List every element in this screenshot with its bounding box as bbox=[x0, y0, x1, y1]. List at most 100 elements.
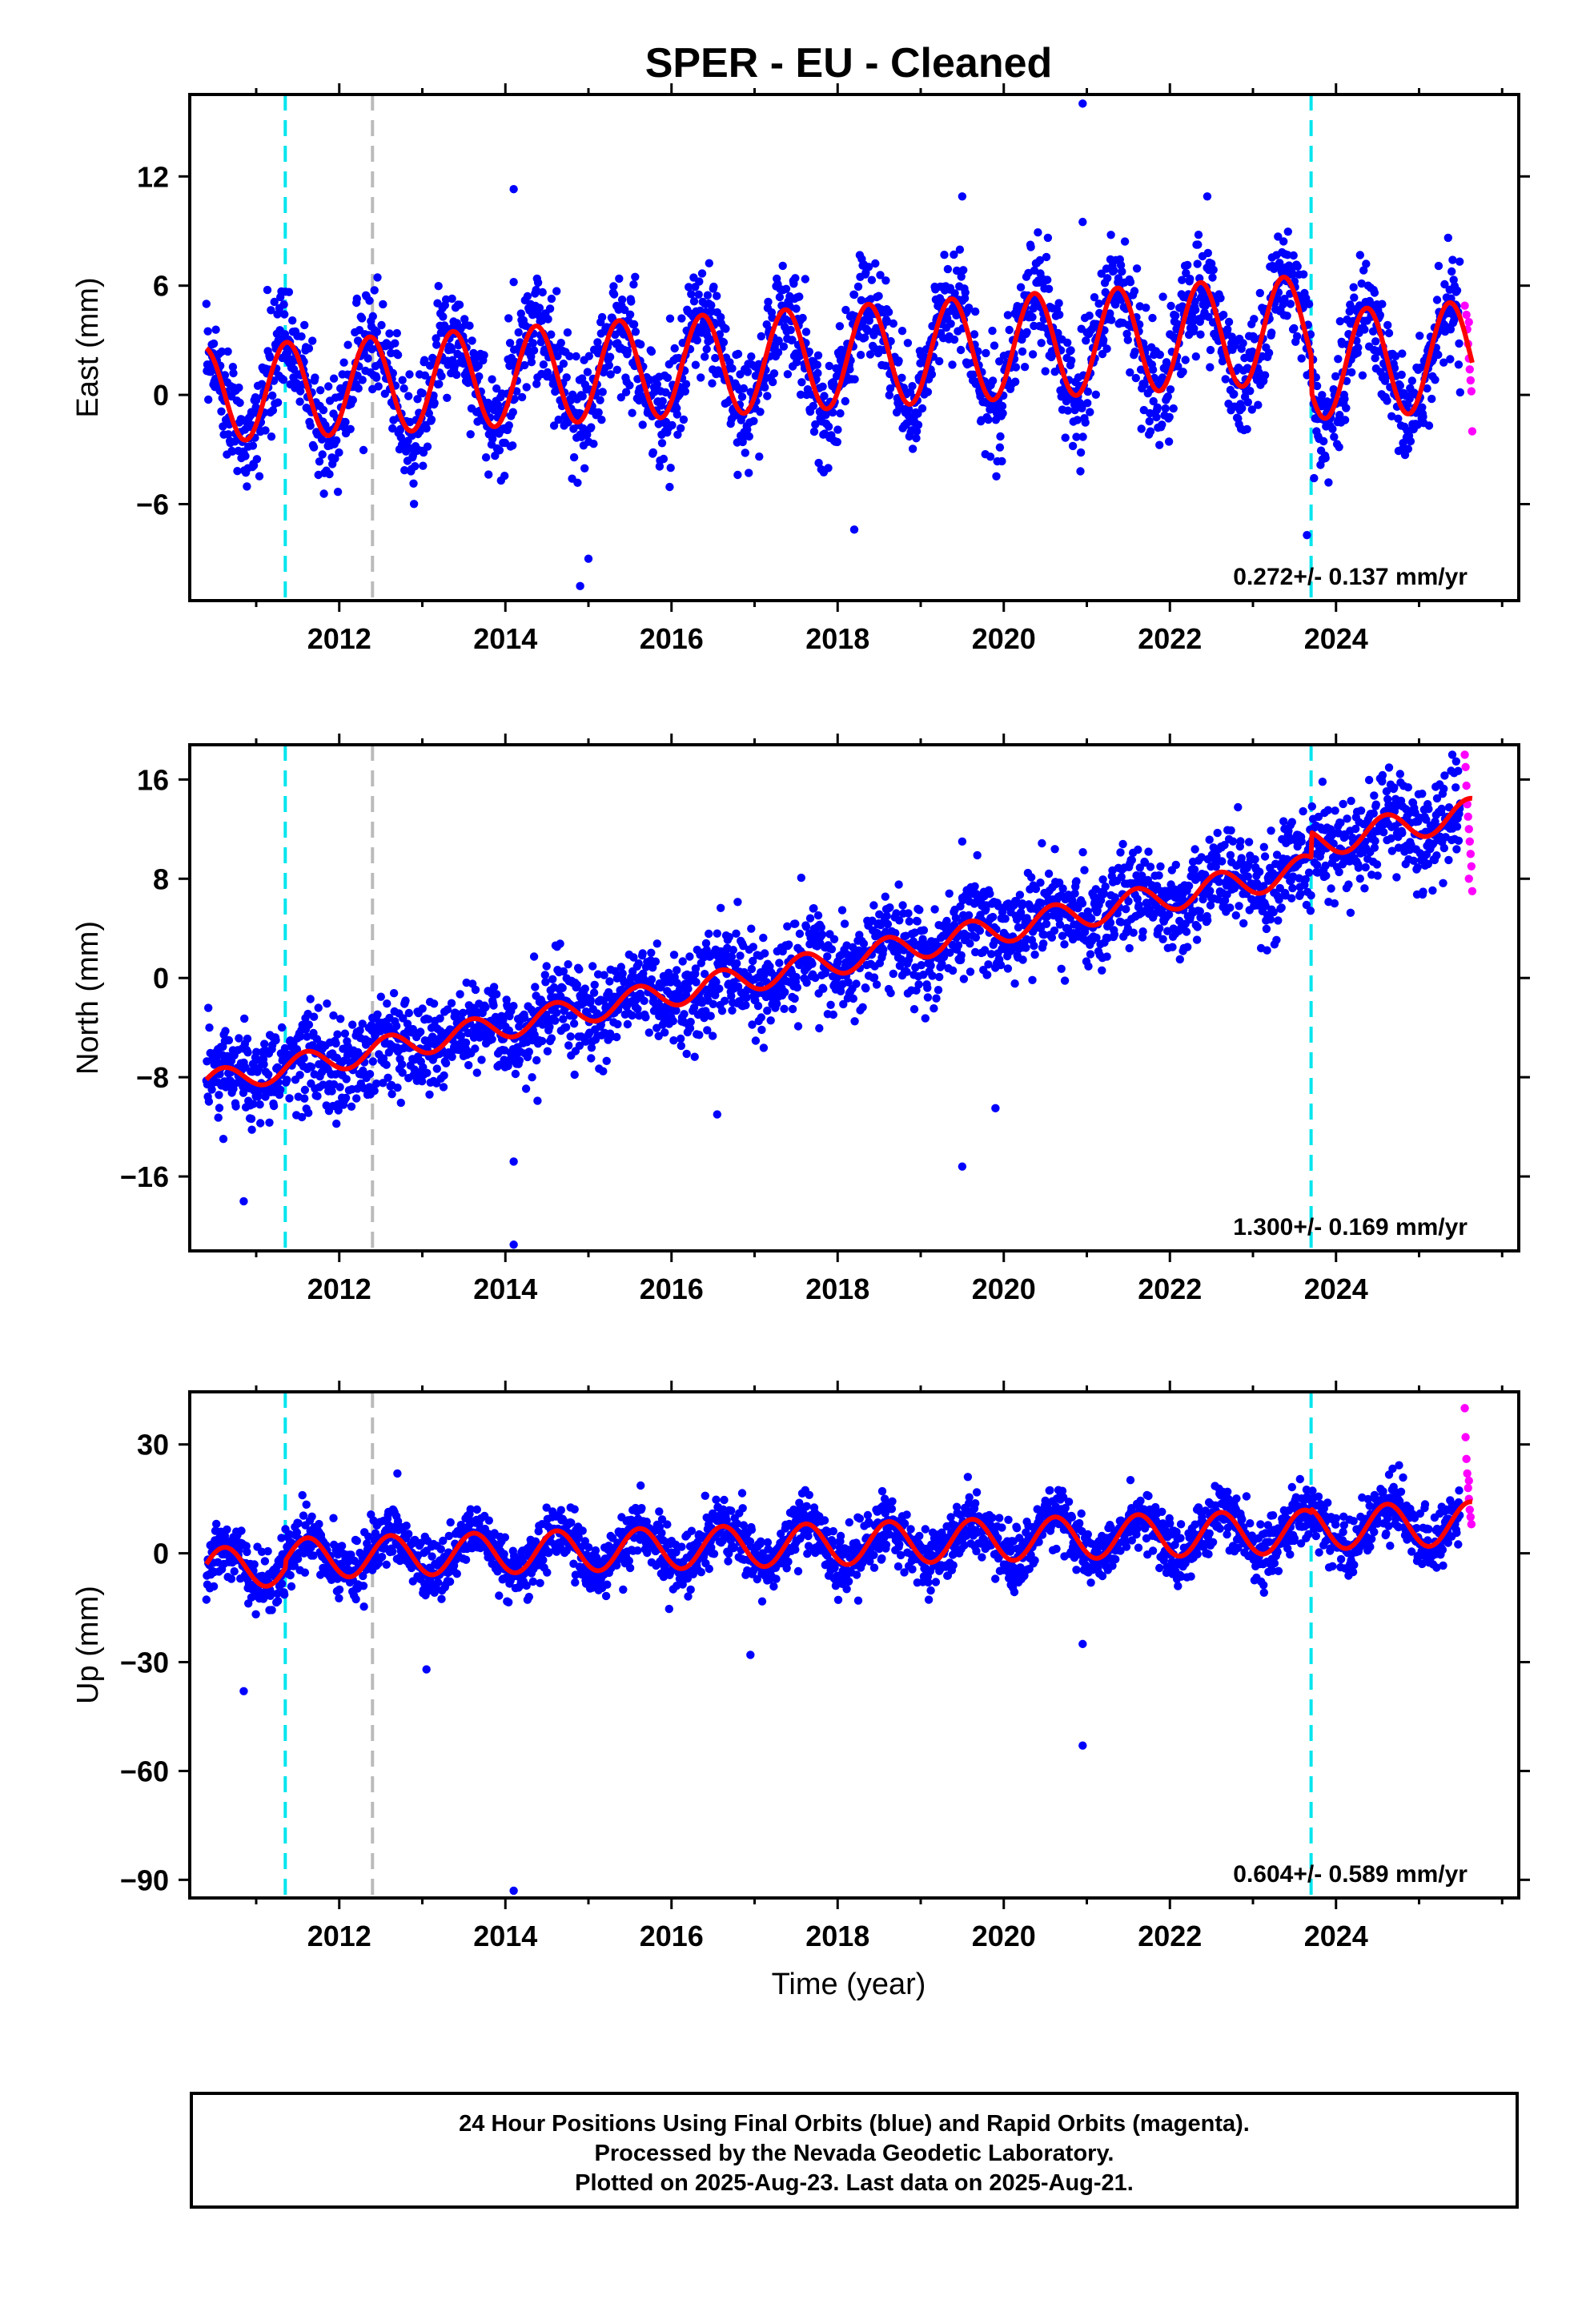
north-final-point bbox=[280, 1043, 290, 1053]
north-final-point bbox=[1379, 828, 1388, 837]
north-final-point bbox=[1192, 935, 1202, 944]
north-final-point bbox=[1343, 814, 1351, 823]
east-final-point bbox=[202, 300, 211, 308]
north-final-point bbox=[883, 919, 893, 929]
east-final-point bbox=[757, 332, 765, 341]
north-final-point bbox=[333, 1030, 342, 1039]
east-final-point bbox=[871, 259, 880, 268]
north-final-point bbox=[429, 999, 439, 1008]
east-final-point bbox=[325, 469, 334, 479]
east-final-point bbox=[547, 294, 556, 304]
east-final-point bbox=[940, 251, 949, 259]
east-final-point bbox=[420, 356, 429, 364]
east-final-point bbox=[695, 277, 704, 286]
north-final-point bbox=[651, 957, 661, 966]
east-final-point bbox=[857, 296, 866, 305]
north-final-point bbox=[850, 1017, 859, 1026]
north-final-point bbox=[1220, 841, 1229, 850]
east-final-point bbox=[587, 423, 596, 432]
north-final-point bbox=[1195, 907, 1205, 916]
east-final-point bbox=[413, 395, 422, 404]
north-final-point bbox=[703, 1026, 712, 1035]
east-final-point bbox=[1208, 273, 1217, 282]
east-final-point bbox=[881, 361, 890, 370]
east-final-point bbox=[1434, 261, 1443, 271]
north-final-point bbox=[307, 1063, 316, 1072]
north-final-point bbox=[1398, 829, 1407, 838]
east-final-point bbox=[709, 282, 718, 292]
east-final-point bbox=[270, 297, 279, 307]
east-final-point bbox=[217, 407, 226, 416]
east-final-point bbox=[1243, 398, 1253, 407]
north-final-point bbox=[954, 941, 963, 950]
north-final-point bbox=[1259, 882, 1268, 891]
north-final-point bbox=[849, 994, 858, 1003]
north-final-point bbox=[1047, 933, 1057, 942]
east-final-point bbox=[563, 328, 572, 337]
east-final-point bbox=[927, 370, 937, 379]
east-final-point bbox=[1073, 416, 1082, 424]
north-final-point bbox=[1134, 901, 1143, 910]
east-final-point bbox=[1130, 348, 1139, 356]
north-final-point bbox=[781, 987, 789, 997]
east-final-point bbox=[309, 443, 319, 452]
east-final-point bbox=[315, 457, 324, 466]
east-final-point bbox=[1397, 370, 1406, 380]
east-final-point bbox=[1137, 424, 1146, 433]
east-final-point bbox=[439, 312, 448, 321]
east-final-point bbox=[745, 468, 753, 477]
east-final-point bbox=[809, 401, 817, 411]
east-final-point bbox=[1186, 275, 1195, 283]
east-final-point bbox=[209, 339, 219, 348]
north-final-point bbox=[541, 978, 550, 987]
east-final-point bbox=[1068, 441, 1078, 451]
east-final-point bbox=[1378, 300, 1387, 308]
east-y-tick-label: 6 bbox=[153, 270, 169, 303]
north-final-point bbox=[753, 1001, 763, 1011]
north-final-point bbox=[401, 996, 410, 1005]
east-final-point bbox=[1085, 312, 1094, 320]
east-final-point bbox=[693, 336, 701, 345]
north-final-point bbox=[1138, 927, 1147, 936]
east-final-point bbox=[1342, 404, 1351, 412]
east-final-point bbox=[779, 342, 789, 351]
north-final-point bbox=[1239, 919, 1248, 928]
north-final-point bbox=[1354, 863, 1363, 872]
east-rapid-point bbox=[1464, 317, 1473, 327]
north-final-point bbox=[797, 873, 805, 883]
east-final-point bbox=[1203, 248, 1213, 258]
north-final-point bbox=[905, 917, 914, 926]
east-final-point bbox=[229, 368, 238, 378]
east-final-point bbox=[1123, 336, 1133, 344]
north-final-point bbox=[1018, 899, 1027, 908]
east-final-point bbox=[1188, 318, 1197, 327]
north-final-point bbox=[1272, 935, 1281, 945]
north-final-point bbox=[618, 969, 627, 978]
north-final-point bbox=[1057, 964, 1066, 974]
east-final-point bbox=[528, 339, 537, 348]
north-final-point bbox=[1378, 770, 1387, 780]
north-final-point bbox=[239, 1088, 248, 1097]
east-final-point bbox=[1355, 251, 1365, 259]
east-final-point bbox=[306, 421, 315, 430]
east-rapid-point bbox=[1467, 387, 1476, 396]
east-final-point bbox=[565, 352, 574, 360]
north-final-point bbox=[1039, 931, 1049, 939]
east-final-point bbox=[1418, 403, 1427, 412]
north-final-point bbox=[383, 1073, 392, 1083]
east-final-point bbox=[648, 448, 657, 457]
north-final-point bbox=[930, 905, 939, 914]
north-final-point bbox=[1296, 890, 1305, 899]
north-final-point bbox=[1084, 962, 1093, 971]
east-final-point bbox=[1193, 259, 1202, 268]
north-final-point bbox=[341, 1093, 351, 1103]
east-outlier-point bbox=[1078, 217, 1087, 227]
east-final-point bbox=[317, 435, 327, 444]
east-final-point bbox=[1354, 343, 1363, 352]
north-final-point bbox=[1138, 871, 1146, 880]
north-final-point bbox=[727, 991, 736, 1000]
east-final-point bbox=[1452, 286, 1462, 295]
north-final-point bbox=[605, 977, 614, 986]
north-final-point bbox=[788, 1004, 797, 1014]
east-final-point bbox=[801, 328, 811, 336]
